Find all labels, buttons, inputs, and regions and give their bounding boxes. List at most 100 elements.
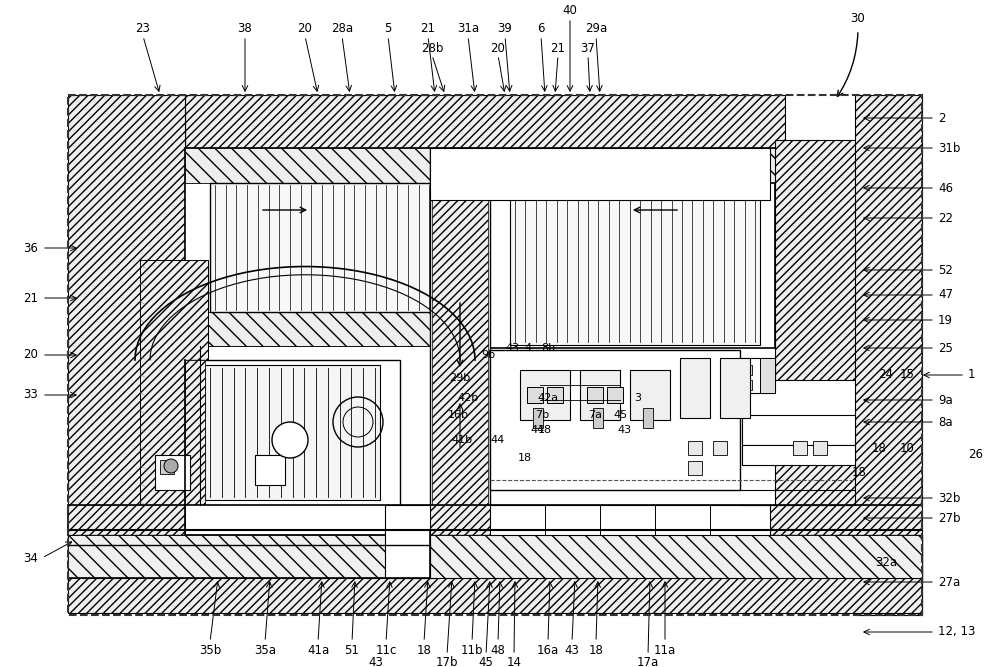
Bar — [432, 150, 488, 598]
Bar — [185, 148, 785, 346]
Text: 25: 25 — [938, 342, 953, 354]
Bar — [430, 148, 490, 598]
Text: 47: 47 — [938, 289, 953, 301]
Text: 36: 36 — [23, 241, 38, 255]
Bar — [185, 360, 400, 535]
Bar — [630, 370, 670, 420]
Text: 11c: 11c — [375, 644, 397, 656]
Text: 17a: 17a — [637, 656, 659, 667]
Bar — [742, 445, 855, 465]
Bar — [490, 350, 740, 490]
Bar — [68, 505, 922, 535]
Text: 44: 44 — [531, 425, 545, 435]
Bar — [430, 148, 770, 200]
Text: 18: 18 — [538, 425, 552, 435]
Text: 8a: 8a — [938, 416, 953, 428]
Text: 39: 39 — [498, 21, 512, 35]
Text: 28a: 28a — [331, 21, 353, 35]
Text: 43: 43 — [369, 656, 383, 667]
Text: 28b: 28b — [421, 41, 443, 55]
Bar — [210, 183, 445, 312]
Text: 32b: 32b — [938, 492, 960, 504]
Text: 33: 33 — [23, 388, 38, 402]
Text: 18: 18 — [589, 644, 603, 656]
Text: 22: 22 — [938, 211, 953, 225]
Bar — [607, 387, 623, 403]
Text: 23: 23 — [136, 21, 150, 35]
Text: 18: 18 — [518, 453, 532, 463]
Bar — [680, 358, 710, 418]
Bar — [68, 535, 922, 580]
Text: 34: 34 — [23, 552, 38, 564]
Bar — [155, 455, 190, 490]
Bar — [68, 95, 922, 615]
Circle shape — [164, 459, 178, 473]
Bar — [185, 95, 785, 148]
Bar — [68, 505, 185, 535]
Bar — [185, 312, 785, 346]
Bar — [255, 455, 285, 485]
Text: 12, 13: 12, 13 — [938, 626, 975, 638]
Text: 35b: 35b — [199, 644, 221, 656]
Bar — [855, 95, 922, 615]
Text: 18: 18 — [417, 644, 431, 656]
Text: 43: 43 — [565, 644, 579, 656]
Text: 42a: 42a — [537, 393, 559, 403]
Text: 32a: 32a — [875, 556, 897, 568]
Bar — [580, 370, 620, 420]
Bar — [688, 461, 702, 475]
Text: 20: 20 — [23, 348, 38, 362]
Text: 14: 14 — [507, 656, 522, 667]
Text: 4: 4 — [524, 343, 532, 353]
Bar — [385, 505, 430, 578]
Bar — [643, 408, 653, 428]
Text: 15: 15 — [900, 368, 915, 382]
Text: 5: 5 — [384, 21, 392, 35]
Bar — [430, 505, 922, 535]
Bar — [520, 370, 570, 420]
Bar — [740, 380, 752, 390]
Text: 16b: 16b — [448, 410, 468, 420]
Text: 48: 48 — [491, 644, 505, 656]
Text: 7a: 7a — [588, 410, 602, 420]
Text: 21: 21 — [23, 291, 38, 305]
Text: 31b: 31b — [938, 141, 960, 155]
Bar — [140, 260, 208, 530]
Text: 18: 18 — [852, 466, 867, 478]
Text: 51: 51 — [345, 644, 359, 656]
Text: 40: 40 — [563, 3, 577, 17]
Text: 24: 24 — [878, 368, 893, 382]
Bar — [510, 190, 760, 345]
Text: 6: 6 — [537, 21, 545, 35]
Text: 44: 44 — [491, 435, 505, 445]
Bar — [68, 535, 922, 580]
Bar — [713, 441, 727, 455]
Text: 29a: 29a — [585, 21, 607, 35]
Bar — [775, 420, 860, 595]
Text: 19: 19 — [938, 313, 953, 327]
Text: 16a: 16a — [537, 644, 559, 656]
Text: 42b: 42b — [457, 393, 479, 403]
Text: 20: 20 — [298, 21, 312, 35]
Text: 17b: 17b — [436, 656, 458, 667]
Text: 10: 10 — [900, 442, 915, 454]
Text: 45: 45 — [613, 410, 627, 420]
Text: 37: 37 — [581, 41, 595, 55]
Text: 45: 45 — [479, 656, 493, 667]
Text: 7b: 7b — [535, 410, 549, 420]
Text: 43: 43 — [618, 425, 632, 435]
Text: 35a: 35a — [254, 644, 276, 656]
Text: 41b: 41b — [451, 435, 473, 445]
Text: 31a: 31a — [457, 21, 479, 35]
Bar — [490, 183, 775, 348]
Text: 43: 43 — [505, 343, 519, 353]
Text: 41a: 41a — [307, 644, 329, 656]
Bar — [775, 140, 860, 380]
Text: 1: 1 — [968, 368, 976, 382]
Bar — [793, 441, 807, 455]
Text: 46: 46 — [938, 181, 953, 195]
Text: 20: 20 — [491, 41, 505, 55]
Bar — [740, 358, 775, 393]
Text: 30: 30 — [851, 11, 865, 25]
Bar — [185, 360, 205, 535]
